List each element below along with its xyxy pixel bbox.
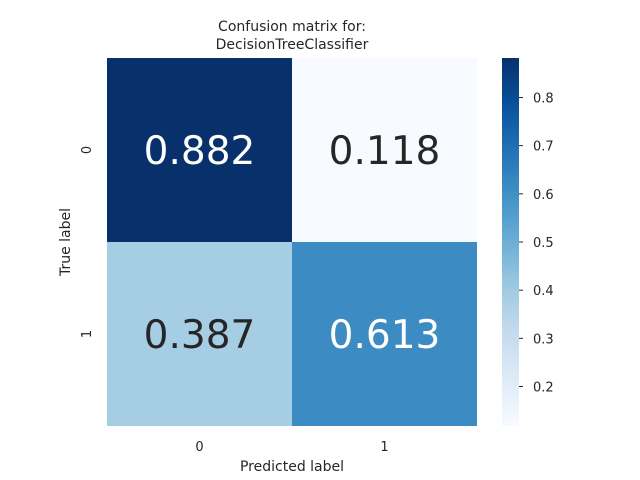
- chart-title-line-1: Confusion matrix for:: [218, 19, 366, 35]
- heatmap-cell: [107, 58, 292, 242]
- colorbar-tick-label: 0.2: [533, 381, 554, 396]
- heatmap-cell: [292, 58, 477, 242]
- cell-value-label: 0.613: [329, 313, 441, 358]
- colorbar-tick-label: 0.7: [533, 140, 554, 155]
- x-axis-label: Predicted label: [240, 459, 344, 475]
- colorbar-ticks: 0.2 0.3 0.4 0.5 0.6 0.7 0.8: [519, 91, 554, 396]
- colorbar: [502, 58, 519, 426]
- y-axis-ticks: 01: [80, 146, 95, 338]
- x-tick-label: 0: [195, 440, 203, 455]
- colorbar-tick-label: 0.3: [533, 332, 554, 347]
- colorbar-tick-label: 0.4: [533, 284, 554, 299]
- y-tick-label: 1: [80, 330, 95, 338]
- y-tick-label: 0: [80, 146, 95, 154]
- x-tick-label: 1: [380, 440, 388, 455]
- chart-title-line-2: DecisionTreeClassifier: [216, 37, 369, 53]
- colorbar-tick-label: 0.8: [533, 91, 554, 106]
- heatmap-cell: [107, 242, 292, 426]
- colorbar-tick-label: 0.6: [533, 188, 554, 203]
- colorbar-tick-label: 0.5: [533, 236, 554, 251]
- heatmap-cell: [292, 242, 477, 426]
- y-axis-label: True label: [58, 208, 74, 277]
- cell-value-label: 0.882: [144, 129, 256, 174]
- cell-value-label: 0.118: [329, 129, 441, 174]
- cell-value-label: 0.387: [144, 313, 256, 358]
- heatmap-cells: [107, 58, 477, 426]
- heatmap-cell-labels: 0.882 0.118 0.387 0.613: [144, 129, 441, 358]
